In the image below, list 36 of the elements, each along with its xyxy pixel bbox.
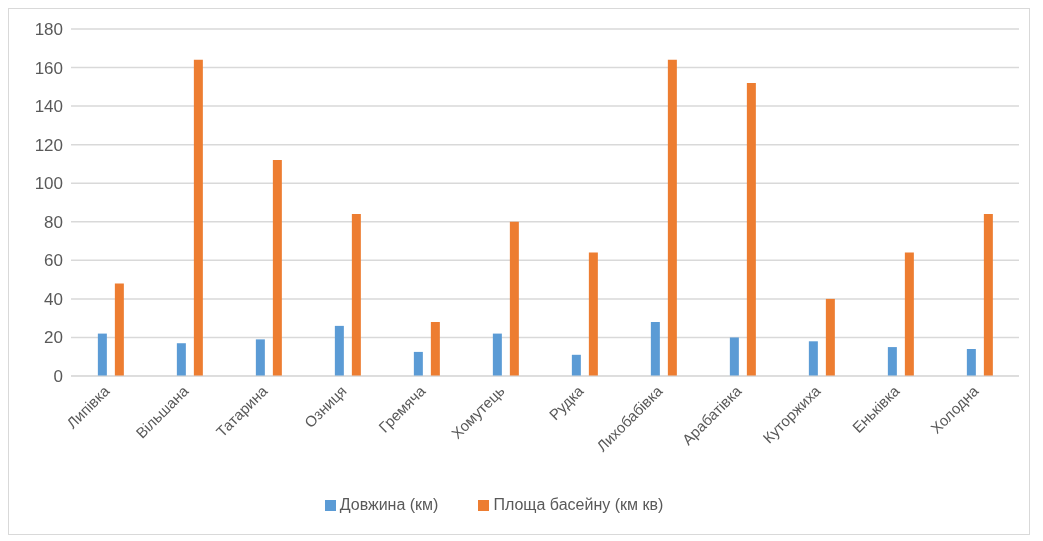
bar xyxy=(983,214,993,376)
bar xyxy=(588,252,598,376)
bar xyxy=(650,322,660,376)
bar xyxy=(825,298,835,376)
y-tick-label: 100 xyxy=(34,174,63,194)
bar xyxy=(571,354,581,376)
bar xyxy=(430,322,440,376)
y-tick-label: 120 xyxy=(34,135,63,155)
bar xyxy=(492,333,502,376)
bar xyxy=(176,343,186,376)
bar xyxy=(667,59,677,376)
bar xyxy=(272,160,282,376)
bar xyxy=(904,252,914,376)
bar xyxy=(746,82,756,376)
y-tick-label: 20 xyxy=(44,328,63,348)
bar xyxy=(413,351,423,376)
bar xyxy=(334,325,344,376)
y-tick-label: 80 xyxy=(44,212,63,232)
y-tick-label: 60 xyxy=(44,251,63,271)
bar xyxy=(114,283,124,376)
legend-label: Площа басейну (км кв) xyxy=(493,496,664,513)
y-tick-label: 180 xyxy=(34,20,63,40)
bar xyxy=(193,59,203,376)
bar xyxy=(808,341,818,376)
bar xyxy=(255,339,265,376)
bar xyxy=(509,221,519,376)
bar xyxy=(887,347,897,376)
bar xyxy=(729,337,739,376)
bar xyxy=(351,214,361,376)
bar xyxy=(966,349,976,376)
y-tick-label: 140 xyxy=(34,97,63,117)
y-tick-label: 40 xyxy=(44,289,63,309)
y-tick-label: 160 xyxy=(34,58,63,78)
y-tick-label: 0 xyxy=(53,367,63,387)
legend-label: Довжина (км) xyxy=(339,496,439,513)
bar xyxy=(97,333,107,376)
